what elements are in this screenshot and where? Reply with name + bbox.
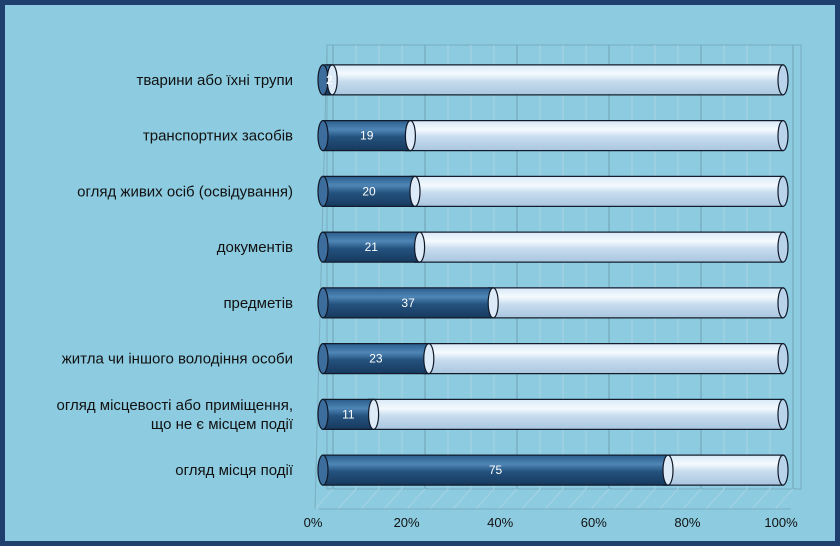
bar-split-cap <box>662 454 674 486</box>
bar-end-cap <box>777 120 789 152</box>
bar-value <box>322 231 421 263</box>
category-label: документів <box>217 239 293 256</box>
floor-line <box>682 488 702 510</box>
data-label: 2 <box>326 73 333 87</box>
category-label: предметів <box>223 295 293 312</box>
bar-value <box>322 343 430 375</box>
bar-row: 11 <box>317 398 789 430</box>
left-axis-line <box>314 44 328 510</box>
bar-split-cap <box>404 120 416 152</box>
floor-line <box>774 488 794 510</box>
floor-line <box>314 488 334 510</box>
data-label: 21 <box>365 240 379 254</box>
data-label: 19 <box>360 129 374 143</box>
chart-frame: 2 19 20 21 37 23 11 75 тварини або їхні трупи тр… <box>3 3 837 543</box>
bar-remainder <box>423 343 784 375</box>
floor-line <box>728 488 748 510</box>
bar-split-cap <box>487 287 499 319</box>
bar-split-cap <box>414 231 426 263</box>
floor-line <box>590 488 610 510</box>
floor-line <box>636 488 656 510</box>
bar-row: 75 <box>317 454 789 486</box>
bar-start-cap <box>317 231 329 263</box>
category-label: що не є місцем події <box>151 416 294 433</box>
bar-start-cap <box>317 343 329 375</box>
data-label: 23 <box>369 352 383 366</box>
floor-line <box>544 488 564 510</box>
floor-line <box>659 488 679 510</box>
floor-line <box>337 488 357 510</box>
floor-line <box>498 488 518 510</box>
floor-line <box>406 488 426 510</box>
category-label: огляд місця події <box>175 462 294 479</box>
floor-line <box>521 488 541 510</box>
bar-end-cap <box>777 343 789 375</box>
category-label: транспортних засобів <box>143 128 293 145</box>
bar-start-cap <box>317 398 329 430</box>
floor-line <box>705 488 725 510</box>
bar-end-cap <box>777 64 789 96</box>
category-label: огляд місцевості або приміщення, <box>56 397 293 414</box>
bar-value <box>322 120 412 152</box>
x-tick-label: 100% <box>764 515 798 530</box>
x-tick-label: 40% <box>487 515 513 530</box>
bar-end-cap <box>777 287 789 319</box>
data-label: 20 <box>362 184 376 198</box>
bar-chart: 2 19 20 21 37 23 11 75 тварини або їхні трупи тр… <box>56 44 802 530</box>
category-labels: тварини або їхні трупи транспортних засоб… <box>56 72 293 479</box>
floor-line <box>452 488 472 510</box>
floor-line <box>383 488 403 510</box>
category-label: житла чи іншого володіння особи <box>62 351 293 368</box>
floor-line <box>475 488 495 510</box>
bar-start-cap <box>317 120 329 152</box>
category-label: огляд живих осіб (освідування) <box>77 183 293 200</box>
floor-line <box>429 488 449 510</box>
data-label: 37 <box>401 296 415 310</box>
bar-remainder <box>487 287 784 319</box>
bar-end-cap <box>777 231 789 263</box>
bar-split-cap <box>409 175 421 207</box>
data-label: 75 <box>489 463 503 477</box>
x-axis-ticks: 0% 20% 40% 60% 80% 100% <box>304 515 798 530</box>
back-wall <box>326 44 802 490</box>
x-tick-label: 20% <box>394 515 420 530</box>
bar-start-cap <box>317 287 329 319</box>
bars: 2 19 20 21 37 23 11 75 <box>317 64 789 486</box>
floor-line <box>360 488 380 510</box>
bar-split-cap <box>423 343 435 375</box>
bar-split-cap <box>368 398 380 430</box>
x-tick-label: 80% <box>674 515 700 530</box>
bar-split-cap <box>326 64 338 96</box>
bar-row: 23 <box>317 343 789 375</box>
bar-remainder <box>414 231 784 263</box>
floor-line <box>751 488 771 510</box>
bar-row: 2 <box>317 64 789 96</box>
bar-start-cap <box>317 454 329 486</box>
bar-remainder <box>326 64 784 96</box>
floor-line <box>567 488 587 510</box>
bar-start-cap <box>317 175 329 207</box>
x-tick-label: 0% <box>304 515 323 530</box>
category-label: тварини або їхні трупи <box>136 72 293 89</box>
x-tick-label: 60% <box>581 515 607 530</box>
bar-row: 20 <box>317 175 789 207</box>
bar-end-cap <box>777 454 789 486</box>
bar-remainder <box>368 398 784 430</box>
bar-remainder <box>662 454 784 486</box>
bar-end-cap <box>777 398 789 430</box>
grid <box>314 44 802 510</box>
bar-row: 37 <box>317 287 789 319</box>
data-label: 11 <box>342 407 355 421</box>
floor-line <box>613 488 633 510</box>
bar-row: 19 <box>317 120 789 152</box>
bar-remainder <box>404 120 784 152</box>
bar-remainder <box>409 175 784 207</box>
bar-end-cap <box>777 175 789 207</box>
bar-row: 21 <box>317 231 789 263</box>
